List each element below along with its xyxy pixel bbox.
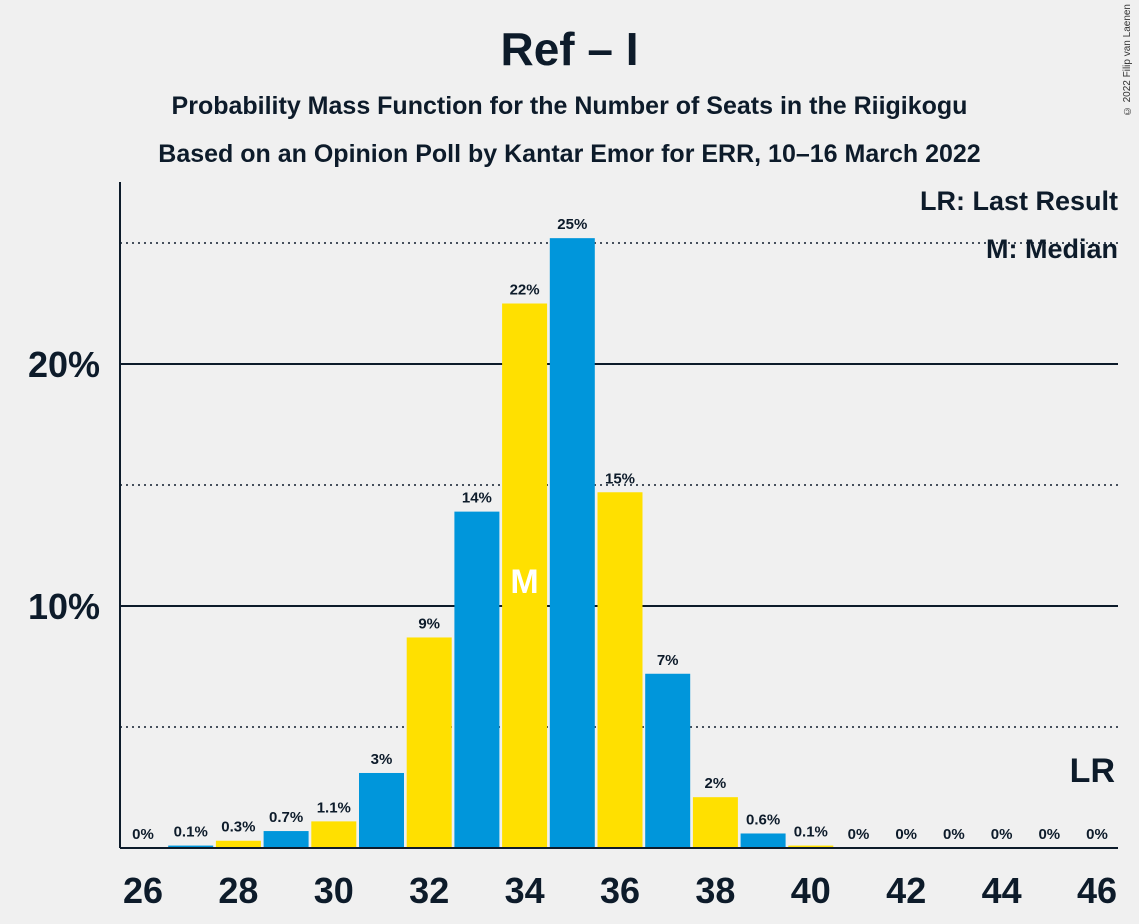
bar-seat-27 bbox=[168, 845, 214, 848]
chart-subtitle-1: Probability Mass Function for the Number… bbox=[171, 92, 968, 120]
median-marker: M bbox=[510, 563, 538, 601]
x-tick-label: 38 bbox=[695, 870, 735, 911]
bar-seat-34 bbox=[502, 303, 548, 848]
bar-value-label: 0% bbox=[1086, 826, 1108, 843]
bar-seat-39 bbox=[740, 833, 786, 848]
bar-value-label: 3% bbox=[371, 751, 393, 768]
bar-value-label: 0.7% bbox=[269, 809, 303, 826]
y-tick-label: 20% bbox=[28, 344, 100, 385]
bar-value-label: 9% bbox=[418, 615, 440, 632]
bar-value-label: 0.1% bbox=[174, 824, 208, 841]
legend-median: M: Median bbox=[986, 234, 1118, 264]
bar-value-label: 0% bbox=[943, 826, 965, 843]
x-tick-label: 40 bbox=[791, 870, 831, 911]
x-tick-label: 30 bbox=[314, 870, 354, 911]
x-tick-label: 44 bbox=[982, 870, 1022, 911]
bar-seat-40 bbox=[788, 845, 834, 848]
bar-seat-38 bbox=[692, 797, 738, 848]
x-tick-label: 28 bbox=[218, 870, 258, 911]
bar-value-label: 25% bbox=[557, 216, 587, 233]
chart-subtitle-2: Based on an Opinion Poll by Kantar Emor … bbox=[158, 140, 981, 168]
bar-value-label: 0% bbox=[132, 826, 154, 843]
bar-seat-31 bbox=[359, 772, 404, 848]
bar-value-label: 14% bbox=[462, 490, 492, 507]
bar-value-label: 0.6% bbox=[746, 811, 780, 828]
bar-seat-35 bbox=[549, 238, 595, 848]
bar-seat-33 bbox=[454, 511, 500, 848]
bar-seat-37 bbox=[645, 673, 691, 848]
last-result-marker: LR bbox=[1070, 752, 1115, 790]
bar-seat-36 bbox=[597, 492, 643, 848]
bar-value-label: 2% bbox=[705, 775, 727, 792]
x-tick-label: 46 bbox=[1077, 870, 1117, 911]
bar-value-label: 22% bbox=[510, 282, 540, 299]
chart-title: Ref – I bbox=[500, 23, 639, 75]
bar-value-label: 0% bbox=[848, 826, 870, 843]
bar-value-label: 7% bbox=[657, 652, 679, 669]
bar-value-label: 0% bbox=[895, 826, 917, 843]
bar-seat-30 bbox=[311, 821, 357, 848]
bar-value-label: 0.3% bbox=[221, 819, 255, 836]
x-tick-label: 26 bbox=[123, 870, 163, 911]
bar-value-label: 0% bbox=[991, 826, 1013, 843]
bar-value-label: 15% bbox=[605, 470, 635, 487]
bar-seat-28 bbox=[215, 840, 261, 848]
x-tick-label: 32 bbox=[409, 870, 449, 911]
x-tick-label: 34 bbox=[505, 870, 545, 911]
bar-value-label: 0.1% bbox=[794, 824, 828, 841]
bar-value-label: 1.1% bbox=[317, 799, 351, 816]
bar-seat-29 bbox=[263, 831, 309, 848]
x-tick-label: 42 bbox=[886, 870, 926, 911]
x-tick-label: 36 bbox=[600, 870, 640, 911]
bar-seat-32 bbox=[406, 637, 452, 848]
y-tick-label: 10% bbox=[28, 586, 100, 627]
bar-value-label: 0% bbox=[1038, 826, 1060, 843]
legend-last-result: LR: Last Result bbox=[920, 186, 1118, 216]
